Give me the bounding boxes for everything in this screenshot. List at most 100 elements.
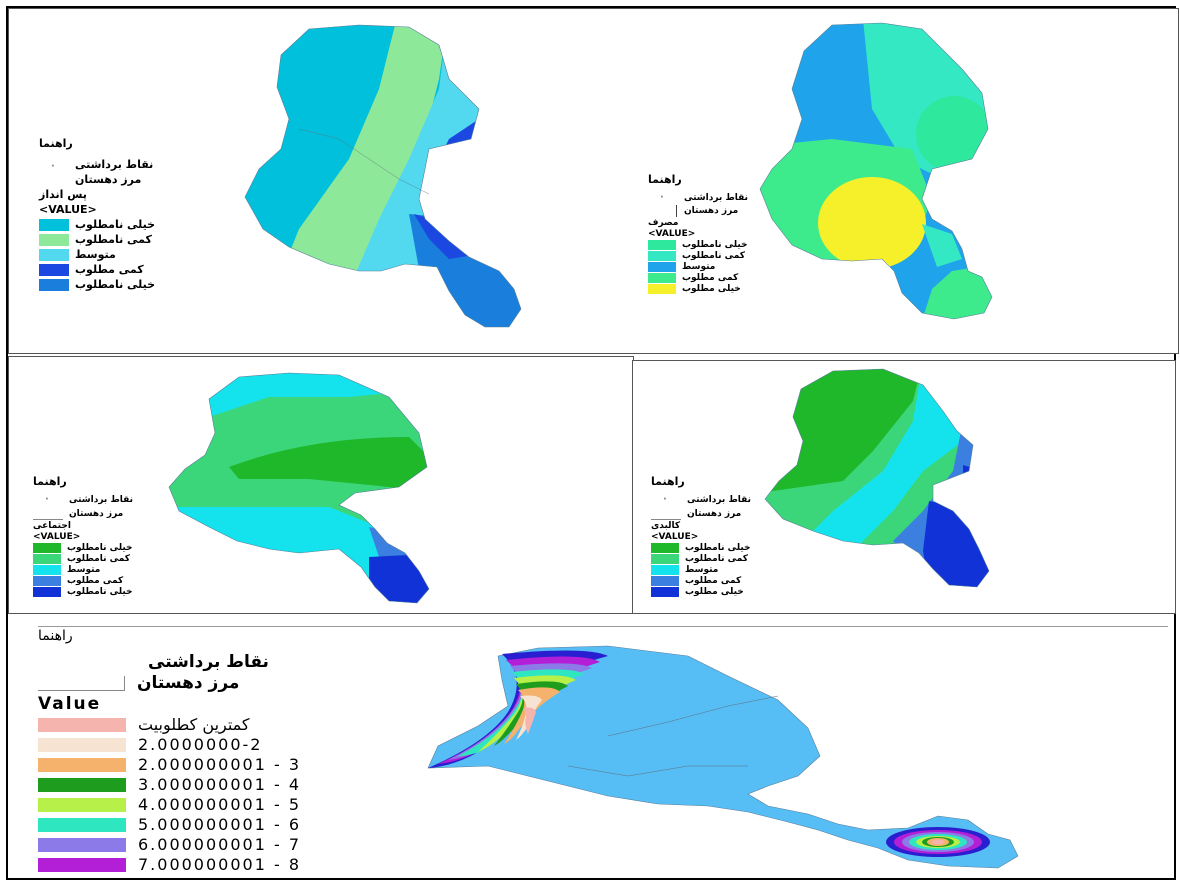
legend-border: مرز دهستان xyxy=(75,173,142,186)
legend-swatch xyxy=(33,587,61,597)
legend-class-label: کمترین کطلوبیت xyxy=(138,715,250,734)
legend-class-item: خیلی نامطلوب xyxy=(39,218,155,231)
legend-swatch xyxy=(33,576,61,586)
legend-points: نقاط برداشتی xyxy=(148,652,269,672)
legend-class-item: کمی نامطلوب xyxy=(648,251,748,261)
legend-class-label: 2.000000001 - 3 xyxy=(138,755,302,774)
legend-swatch xyxy=(648,240,676,250)
legend-class-label: کمی نامطلوب xyxy=(67,554,130,564)
legend-value-label: <VALUE> xyxy=(651,532,699,542)
legend-points: نقاط برداشتی xyxy=(33,494,133,506)
legend-swatch xyxy=(39,248,69,261)
legend-class-label: متوسط xyxy=(75,248,116,261)
legend-points: نقاط برداشتی xyxy=(651,494,751,506)
map-panel-savings: راهنما نقاط برداشتی مرز دهستان پس انداز … xyxy=(8,8,634,354)
legend-class-item: کمی نامطلوب xyxy=(39,233,155,246)
map-panel-physical: راهنما نقاط برداشتی مرز دهستان کالبدی <V… xyxy=(632,360,1176,614)
legend-swatch xyxy=(651,576,679,586)
point-symbol-icon xyxy=(39,159,69,171)
legend-class-label: خیلی نامطلوب xyxy=(75,218,156,231)
social-map xyxy=(168,372,430,604)
legend-border: مرز دهستان xyxy=(648,205,748,217)
legend-class-item: متوسط xyxy=(33,565,133,575)
legend-class-label: خیلی نامطلوب xyxy=(682,240,748,250)
legend-swatch xyxy=(651,587,679,597)
legend-class-item: خیلی نامطلوب xyxy=(33,543,133,553)
legend-class-item: 5.000000001 - 6 xyxy=(38,815,301,834)
legend-class-item: 6.000000001 - 7 xyxy=(38,835,301,854)
legend-swatch xyxy=(39,233,69,246)
divider xyxy=(38,626,1168,627)
legend-swatch xyxy=(38,777,126,792)
legend-class-label: کمی نامطلوب xyxy=(75,233,152,246)
legend-class-item: کمترین کطلوبیت xyxy=(38,715,301,734)
legend-class-label: متوسط xyxy=(685,565,719,575)
legend-layer-name: کالبدی xyxy=(651,521,681,531)
legend-class-label: کمی مطلوب xyxy=(685,576,742,586)
legend-class-item: خیلی مطلوب xyxy=(648,284,748,294)
legend-class-item: خیلی نامطلوب xyxy=(648,240,748,250)
legend-swatch xyxy=(39,278,69,291)
legend-class-label: متوسط xyxy=(67,565,101,575)
legend-class-item: خیلی نامطلوب xyxy=(651,543,751,553)
map-panel-overall: راهنما نقاط برداشتی مرز دهستان Value کمت… xyxy=(8,616,1174,878)
legend-points: نقاط برداشتی xyxy=(39,158,155,171)
legend-class-label: 8.000000001 - 9 xyxy=(138,875,301,878)
overall-legend: راهنما نقاط برداشتی مرز دهستان Value کمت… xyxy=(38,628,301,878)
legend-swatch xyxy=(38,817,126,832)
legend-class-item: 4.000000001 - 5 xyxy=(38,795,301,814)
map-panel-consumption: راهنما نقاط برداشتی مرز دهستان مصرف <VAL… xyxy=(632,8,1179,354)
physical-legend: راهنما نقاط برداشتی مرز دهستان کالبدی <V… xyxy=(651,475,751,598)
legend-swatch xyxy=(648,284,676,294)
legend-layer-name: پس انداز xyxy=(39,188,87,201)
legend-title: راهنما xyxy=(33,475,67,488)
legend-swatch xyxy=(651,565,679,575)
legend-title: راهنما xyxy=(39,137,73,150)
border-symbol-icon xyxy=(651,507,681,520)
point-symbol-icon xyxy=(648,192,678,204)
legend-points: نقاط برداشتی xyxy=(648,192,748,204)
legend-class-item: خیلی نامطلوب xyxy=(33,587,133,597)
legend-class-label: 7.000000001 - 8 xyxy=(138,855,302,874)
border-symbol-icon xyxy=(38,675,125,691)
map-panel-social: راهنما نقاط برداشتی مرز دهستان اجتماعی <… xyxy=(8,356,634,614)
legend-title: راهنما xyxy=(648,173,682,186)
legend-layer-name: Value xyxy=(38,694,102,714)
legend-swatch xyxy=(648,251,676,261)
legend-layer-name: مصرف xyxy=(648,218,679,228)
social-legend: راهنما نقاط برداشتی مرز دهستان اجتماعی <… xyxy=(33,475,133,598)
legend-class-item: خیلی نامطلوب xyxy=(39,278,155,291)
legend-class-label: متوسط xyxy=(682,262,716,272)
legend-class-item: کمی مطلوب xyxy=(39,263,155,276)
legend-swatch xyxy=(38,797,126,812)
legend-class-item: کمی مطلوب xyxy=(648,273,748,283)
savings-legend: راهنما نقاط برداشتی مرز دهستان پس انداز … xyxy=(39,137,155,293)
consumption-map xyxy=(759,22,993,320)
legend-class-label: خیلی مطلوب xyxy=(685,587,744,597)
hotspot-west xyxy=(428,650,608,768)
legend-class-item: متوسط xyxy=(39,248,155,261)
legend-class-label: 5.000000001 - 6 xyxy=(138,815,302,834)
legend-value-label: <VALUE> xyxy=(39,203,97,216)
point-symbol-icon xyxy=(33,494,63,506)
legend-class-label: کمی مطلوب xyxy=(75,263,144,276)
legend-swatch xyxy=(39,263,69,276)
legend-class-item: 8.000000001 - 9 xyxy=(38,875,301,878)
overall-map xyxy=(427,645,1019,869)
legend-swatch xyxy=(33,554,61,564)
legend-value-label: <VALUE> xyxy=(648,229,696,239)
legend-class-label: 4.000000001 - 5 xyxy=(138,795,302,814)
legend-class-item: خیلی مطلوب xyxy=(651,587,751,597)
legend-border: مرز دهستان xyxy=(651,507,751,520)
legend-class-label: 2.0000000-2 xyxy=(138,735,263,754)
border-symbol-icon xyxy=(33,507,63,520)
legend-swatch xyxy=(38,757,126,772)
legend-class-label: کمی نامطلوب xyxy=(685,554,748,564)
physical-map xyxy=(764,368,990,588)
legend-class-label: خیلی نامطلوب xyxy=(67,543,133,553)
legend-swatch xyxy=(33,543,61,553)
legend-class-item: کمی نامطلوب xyxy=(33,554,133,564)
legend-swatch xyxy=(651,554,679,564)
legend-class-item: متوسط xyxy=(651,565,751,575)
point-symbol-icon xyxy=(651,494,681,506)
